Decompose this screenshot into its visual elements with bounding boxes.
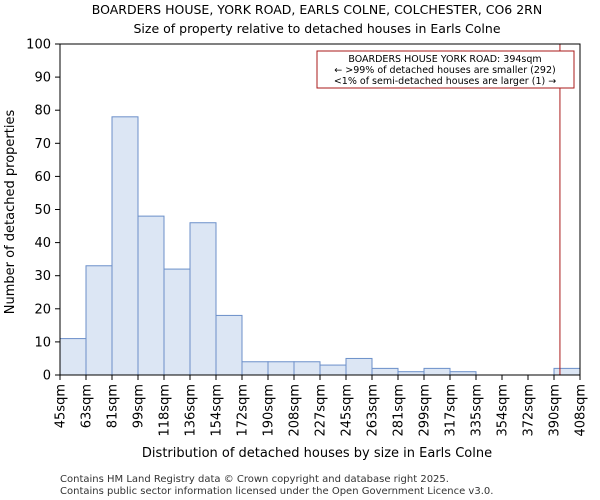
y-tick-label: 10 bbox=[34, 335, 51, 350]
chart-title: BOARDERS HOUSE, YORK ROAD, EARLS COLNE, … bbox=[92, 2, 542, 17]
bar-227sqm bbox=[319, 364, 347, 376]
x-tick-label: 172sqm bbox=[236, 384, 251, 437]
x-tick-label: 372sqm bbox=[522, 384, 537, 437]
x-tick-label: 390sqm bbox=[548, 384, 563, 437]
footer-line-1: Contains HM Land Registry data © Crown c… bbox=[60, 474, 449, 485]
bar-390sqm bbox=[553, 367, 581, 376]
annotation-line-1: BOARDERS HOUSE YORK ROAD: 394sqm bbox=[348, 54, 541, 65]
y-tick-label: 70 bbox=[34, 137, 51, 152]
bar-81sqm bbox=[111, 116, 139, 376]
annotation-line-3: <1% of semi-detached houses are larger (… bbox=[334, 76, 556, 87]
x-tick-label: 263sqm bbox=[366, 384, 381, 437]
y-tick-label: 60 bbox=[34, 170, 51, 185]
x-tick-label: 335sqm bbox=[470, 384, 485, 437]
bar-263sqm bbox=[371, 367, 399, 376]
x-tick-label: 45sqm bbox=[54, 384, 69, 428]
x-tick-label: 408sqm bbox=[574, 384, 589, 437]
x-tick-label: 354sqm bbox=[496, 384, 511, 437]
x-tick-label: 208sqm bbox=[288, 384, 303, 437]
bar-172sqm bbox=[241, 361, 269, 376]
bar-154sqm bbox=[215, 314, 243, 376]
bar-190sqm bbox=[267, 361, 295, 376]
x-tick-label: 63sqm bbox=[80, 384, 95, 428]
footer-line-2: Contains public sector information licen… bbox=[60, 486, 493, 497]
bar-245sqm bbox=[345, 357, 373, 376]
y-tick-label: 90 bbox=[34, 71, 51, 86]
x-tick-label: 299sqm bbox=[418, 384, 433, 437]
x-tick-label: 99sqm bbox=[132, 384, 147, 428]
bar-208sqm bbox=[293, 361, 321, 376]
annotation-box: BOARDERS HOUSE YORK ROAD: 394sqm ← >99% … bbox=[316, 50, 575, 89]
annotation-border bbox=[316, 50, 575, 89]
x-tick-label: 227sqm bbox=[314, 384, 329, 437]
x-axis-label: Distribution of detached houses by size … bbox=[142, 446, 492, 461]
y-tick-label: 40 bbox=[34, 236, 51, 251]
y-axis-label: Number of detached properties bbox=[3, 110, 18, 315]
x-tick-label: 118sqm bbox=[158, 384, 173, 437]
bar-118sqm bbox=[163, 268, 191, 376]
x-tick-label: 136sqm bbox=[184, 384, 199, 437]
x-ticks-group: 45sqm 63sqm 81sqm 99sqm 118sqm 136sqm 154sqm 17… bbox=[54, 375, 589, 437]
x-tick-label: 190sqm bbox=[262, 384, 277, 437]
bar-136sqm bbox=[189, 222, 217, 376]
y-ticks-group: 0 10 20 30 40 50 60 70 80 90 100 bbox=[26, 38, 60, 384]
x-tick-label: 281sqm bbox=[392, 384, 407, 437]
bar-299sqm bbox=[423, 367, 451, 376]
bars-group bbox=[59, 116, 581, 376]
bar-63sqm bbox=[85, 265, 113, 376]
bar-45sqm bbox=[59, 338, 87, 376]
y-tick-label: 20 bbox=[34, 302, 51, 317]
y-tick-label: 30 bbox=[34, 269, 51, 284]
x-tick-label: 154sqm bbox=[210, 384, 225, 437]
bar-99sqm bbox=[137, 215, 165, 376]
x-tick-label: 245sqm bbox=[340, 384, 355, 437]
y-tick-label: 80 bbox=[34, 104, 51, 119]
y-tick-label: 100 bbox=[26, 38, 51, 53]
x-tick-label: 81sqm bbox=[106, 384, 121, 428]
chart-subtitle: Size of property relative to detached ho… bbox=[133, 21, 500, 36]
x-tick-label: 317sqm bbox=[444, 384, 459, 437]
y-tick-label: 0 bbox=[43, 369, 51, 384]
annotation-line-2: ← >99% of detached houses are smaller (2… bbox=[334, 65, 555, 76]
y-tick-label: 50 bbox=[34, 203, 51, 218]
